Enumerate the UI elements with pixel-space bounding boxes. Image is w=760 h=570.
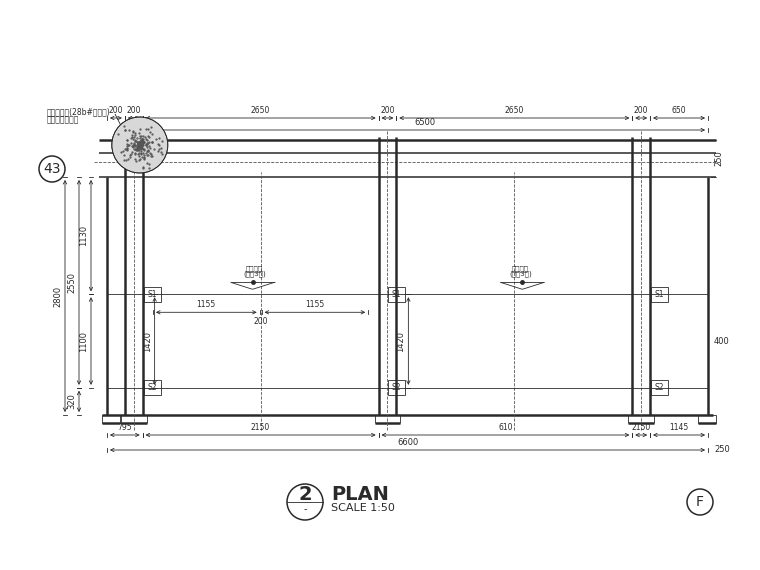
Text: 320: 320	[67, 393, 76, 409]
Text: 1420: 1420	[397, 331, 405, 352]
Text: S2: S2	[655, 383, 664, 392]
Text: 400: 400	[714, 336, 730, 345]
Text: 2: 2	[298, 486, 312, 504]
Text: (载重3吨): (载重3吨)	[243, 271, 266, 277]
Text: F: F	[696, 495, 704, 509]
Text: 1145: 1145	[670, 423, 689, 432]
Text: 250: 250	[714, 446, 730, 454]
Bar	[388, 287, 405, 302]
Bar	[144, 287, 160, 302]
Bar	[651, 380, 668, 396]
Text: 1420: 1420	[143, 331, 151, 352]
Text: 2650: 2650	[505, 106, 524, 115]
Text: 1130: 1130	[79, 225, 88, 246]
Text: 650: 650	[672, 106, 686, 115]
Text: S1: S1	[391, 290, 401, 299]
Bar	[698, 415, 716, 423]
Text: 2800: 2800	[53, 286, 62, 307]
Text: -: -	[303, 504, 307, 514]
Bar	[651, 287, 668, 302]
Text: 200: 200	[380, 106, 394, 115]
Text: S1: S1	[655, 290, 664, 299]
Text: 610: 610	[499, 423, 513, 432]
Text: PLAN: PLAN	[331, 486, 389, 504]
Text: 200: 200	[253, 317, 268, 326]
Text: 2150: 2150	[632, 423, 651, 432]
Bar	[144, 380, 160, 396]
Text: 6500: 6500	[415, 118, 436, 127]
Text: 250: 250	[714, 150, 723, 166]
Text: 2650: 2650	[251, 106, 271, 115]
Text: SCALE 1:50: SCALE 1:50	[331, 503, 395, 513]
Text: 2550: 2550	[67, 272, 76, 293]
Text: (载重3吨): (载重3吨)	[509, 271, 532, 277]
Text: 43: 43	[43, 162, 61, 176]
Text: 200: 200	[126, 106, 141, 115]
Text: 固定主体结构上: 固定主体结构上	[47, 116, 79, 124]
Text: S1: S1	[147, 290, 157, 299]
Circle shape	[112, 117, 168, 173]
Text: 200: 200	[109, 106, 123, 115]
Text: S2: S2	[147, 383, 157, 392]
Bar	[102, 415, 120, 423]
Bar	[388, 380, 405, 396]
Text: 电梯主机梁(28b#工字钙): 电梯主机梁(28b#工字钙)	[47, 108, 111, 116]
Text: 1155: 1155	[306, 300, 325, 310]
Text: 200: 200	[634, 106, 648, 115]
Text: 吸呵投影: 吸呵投影	[246, 266, 263, 272]
Text: 1100: 1100	[79, 331, 88, 352]
Text: 1155: 1155	[197, 300, 216, 310]
Text: 2150: 2150	[251, 423, 271, 432]
Text: 6600: 6600	[397, 438, 418, 447]
Text: 吸呵投影: 吸呵投影	[511, 266, 529, 272]
Text: 250: 250	[126, 153, 135, 168]
Text: 795: 795	[118, 423, 132, 432]
Text: S2: S2	[391, 383, 401, 392]
